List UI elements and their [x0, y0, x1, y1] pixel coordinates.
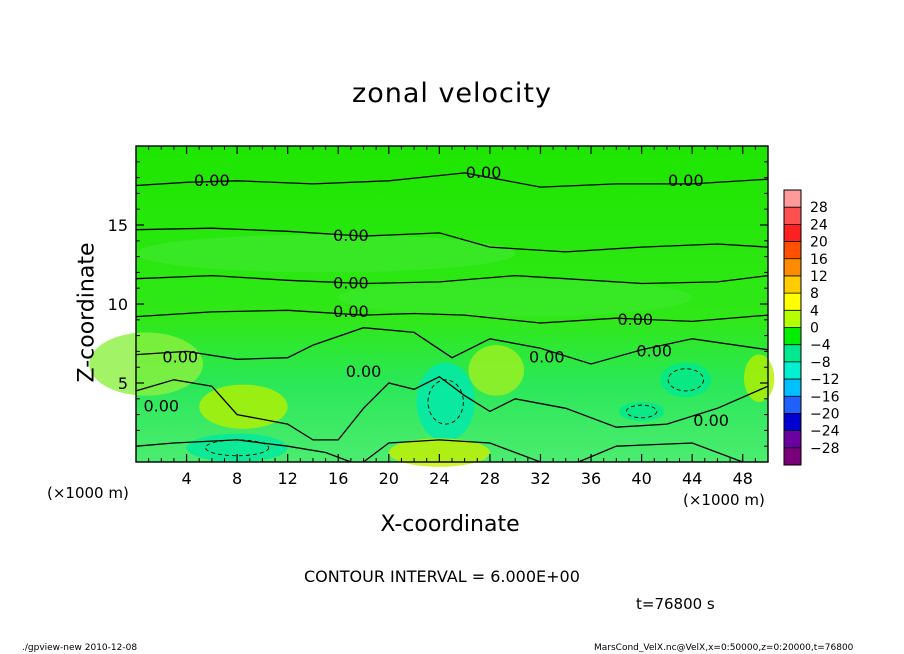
- x-tick-label: 24: [429, 469, 449, 488]
- contour-line: [135, 172, 769, 188]
- x-tick-label: 44: [682, 469, 702, 488]
- x-unit-label-right: (×1000 m): [683, 491, 765, 509]
- y-tick-label: 10: [108, 295, 128, 314]
- y-axis-label: Z-coordinate: [74, 242, 100, 383]
- colorbar-swatch: [784, 275, 801, 294]
- colorbar-label: −16: [810, 389, 840, 405]
- field-band: [338, 278, 693, 317]
- x-tick-label: 16: [328, 469, 348, 488]
- x-axis-label-text: X-coordinate: [380, 512, 520, 537]
- colorbar-swatch: [784, 361, 801, 380]
- contour-line: [135, 274, 769, 285]
- contour-value-label: 0.00: [162, 348, 198, 367]
- footer-right: MarsCond_VelX.nc@VelX,x=0:50000,z=0:2000…: [594, 643, 854, 653]
- colorbar-label: 28: [810, 200, 828, 216]
- contour-line: [135, 327, 769, 365]
- negative-contour: [205, 439, 270, 457]
- x-tick-label: 8: [232, 469, 242, 488]
- colorbar-swatch: [784, 310, 801, 328]
- x-tick-label: 20: [379, 469, 399, 488]
- x-tick-label: 32: [530, 469, 550, 488]
- contour-value-label: 0.00: [636, 341, 672, 360]
- negative-region: [618, 401, 665, 421]
- contour-line: [363, 439, 541, 463]
- positive-region: [743, 354, 775, 402]
- colorbar-swatch: [784, 258, 801, 277]
- colorbar-swatch: [784, 447, 801, 466]
- y-tick-label: 15: [108, 216, 128, 235]
- contour-value-label: 0.00: [143, 397, 179, 416]
- negative-contour: [427, 379, 464, 425]
- negative-region: [660, 362, 712, 398]
- positive-region: [468, 345, 525, 396]
- colorbar-label: 8: [810, 286, 819, 302]
- x-unit-label-left: (×1000 m): [47, 484, 129, 502]
- colorbar-swatch: [784, 207, 801, 225]
- x-axis-label: X-coordinate: [0, 512, 904, 537]
- footer-left: ./gpview-new 2010-12-08: [22, 643, 138, 653]
- field-band: [136, 234, 516, 273]
- contour-value-label: 0.00: [617, 310, 653, 329]
- colorbar-label: 12: [810, 269, 828, 285]
- x-tick-label: 48: [733, 469, 753, 488]
- contour-value-label: 0.00: [668, 171, 704, 190]
- colorbar-label: −28: [810, 441, 840, 457]
- colorbar-swatch: [784, 379, 801, 397]
- colorbar-label: −24: [810, 424, 840, 440]
- time-label: t=76800 s: [636, 595, 715, 613]
- negative-region: [416, 362, 475, 442]
- colorbar-swatch: [784, 430, 801, 449]
- contour-value-label: 0.00: [333, 302, 369, 321]
- colorbar-label: −12: [810, 372, 840, 388]
- contour-value-label: 0.00: [466, 163, 502, 182]
- x-tick-label: 36: [581, 469, 601, 488]
- positive-region: [199, 384, 288, 429]
- colorbar-swatch: [784, 327, 801, 346]
- negative-contour: [667, 368, 704, 392]
- colorbar-swatch: [784, 224, 801, 243]
- colorbar-swatch: [784, 344, 801, 363]
- contour-value-label: 0.00: [529, 348, 565, 367]
- contour-value-label: 0.00: [693, 411, 729, 430]
- contour-value-label: 0.00: [333, 226, 369, 245]
- contour-value-label: 0.00: [333, 273, 369, 292]
- colorbar-label: 0: [810, 321, 819, 337]
- contour-value-label: 0.00: [346, 362, 382, 381]
- x-tick-label: 28: [480, 469, 500, 488]
- y-tick-label: 5: [118, 374, 128, 393]
- colorbar-label: −20: [810, 406, 840, 422]
- x-tick-label: 40: [631, 469, 651, 488]
- colorbar-label: 20: [810, 235, 828, 251]
- contour-line: [135, 227, 769, 253]
- colorbar-swatch: [784, 190, 801, 208]
- colorbar-swatch: [784, 396, 801, 414]
- colorbar-label: 24: [810, 217, 828, 233]
- contour-line: [135, 309, 769, 324]
- contour-value-label: 0.00: [194, 171, 230, 190]
- colorbar-label: 16: [810, 252, 828, 268]
- colorbar-label: −8: [810, 355, 831, 371]
- colorbar-label: 4: [810, 303, 819, 319]
- negative-contour: [625, 404, 658, 419]
- contour-line: [578, 442, 743, 463]
- contour-interval-label: CONTOUR INTERVAL = 6.000E+00: [304, 567, 580, 586]
- colorbar-swatch: [784, 241, 801, 260]
- colorbar-swatch: [784, 413, 801, 432]
- contour-line: [135, 375, 769, 441]
- colorbar-swatch: [784, 293, 801, 311]
- colorbar-label: −4: [810, 338, 831, 354]
- x-tick-label: 12: [278, 469, 298, 488]
- chart-title: zonal velocity: [352, 78, 552, 109]
- x-tick-label: 4: [181, 469, 191, 488]
